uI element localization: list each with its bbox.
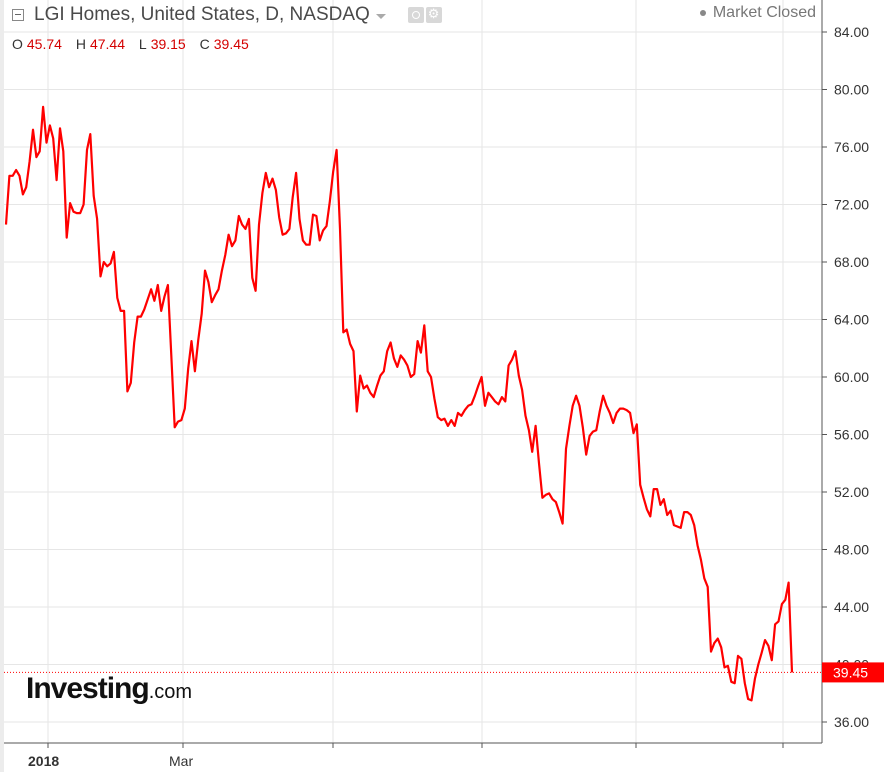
ohlc-open-key: O: [12, 36, 23, 52]
ohlc-low-value: 39.15: [150, 36, 186, 52]
ohlc-close-key: C: [199, 36, 210, 52]
y-tick-label: 84.00: [834, 24, 869, 40]
x-tick-label: Mar: [169, 753, 193, 769]
status-dot-icon: [699, 10, 706, 16]
ohlc-high-value: 47.44: [89, 36, 125, 52]
y-tick-label: 56.00: [834, 427, 869, 443]
y-tick-label: 76.00: [834, 139, 869, 155]
chart-header: LGI Homes, United States, D, NASDAQ: [12, 2, 442, 28]
eye-icon[interactable]: [407, 7, 424, 23]
ohlc-open-value: 45.74: [26, 36, 62, 52]
y-tick-label: 36.00: [834, 714, 869, 730]
chevron-down-icon[interactable]: [375, 13, 386, 19]
y-tick-label: 48.00: [834, 542, 869, 558]
y-tick-label: 44.00: [834, 599, 869, 615]
gear-icon[interactable]: [425, 6, 442, 23]
ohlc-close-value: 39.45: [213, 36, 249, 52]
logo-main-text: Investing: [26, 672, 150, 705]
investing-logo: Investing.com: [26, 672, 192, 706]
x-tick-label: 2018: [28, 753, 59, 769]
panel-edge: [0, 0, 4, 772]
axis-labels: 84.00 80.00 76.00 72.00 68.00 64.00 60.00 56.00…: [28, 24, 884, 769]
market-status-text: Market Closed: [712, 4, 816, 21]
price-line: [4, 105, 794, 702]
gridlines: [4, 0, 822, 743]
axes: [4, 0, 827, 748]
y-tick-label: 52.00: [834, 484, 869, 500]
y-tick-label: 80.00: [834, 82, 869, 98]
price-series: [4, 105, 822, 702]
ohlc-high-key: H: [75, 36, 86, 52]
ohlc-readout: O 45.74 H 47.44 L 39.15 C 39.45: [12, 36, 259, 52]
y-tick-label: 68.00: [834, 254, 869, 270]
y-tick-label: 72.00: [834, 197, 869, 213]
market-status: Market Closed: [699, 4, 816, 22]
logo-suffix-text: .com: [148, 681, 193, 703]
y-tick-label: 60.00: [834, 369, 869, 385]
last-value-label: 39.45: [833, 664, 868, 680]
y-tick-label: 64.00: [834, 312, 869, 328]
chart-title: LGI Homes, United States, D, NASDAQ: [34, 4, 370, 25]
ohlc-low-key: L: [138, 36, 147, 52]
last-value-badge: [822, 662, 884, 683]
collapse-icon[interactable]: [12, 9, 24, 21]
